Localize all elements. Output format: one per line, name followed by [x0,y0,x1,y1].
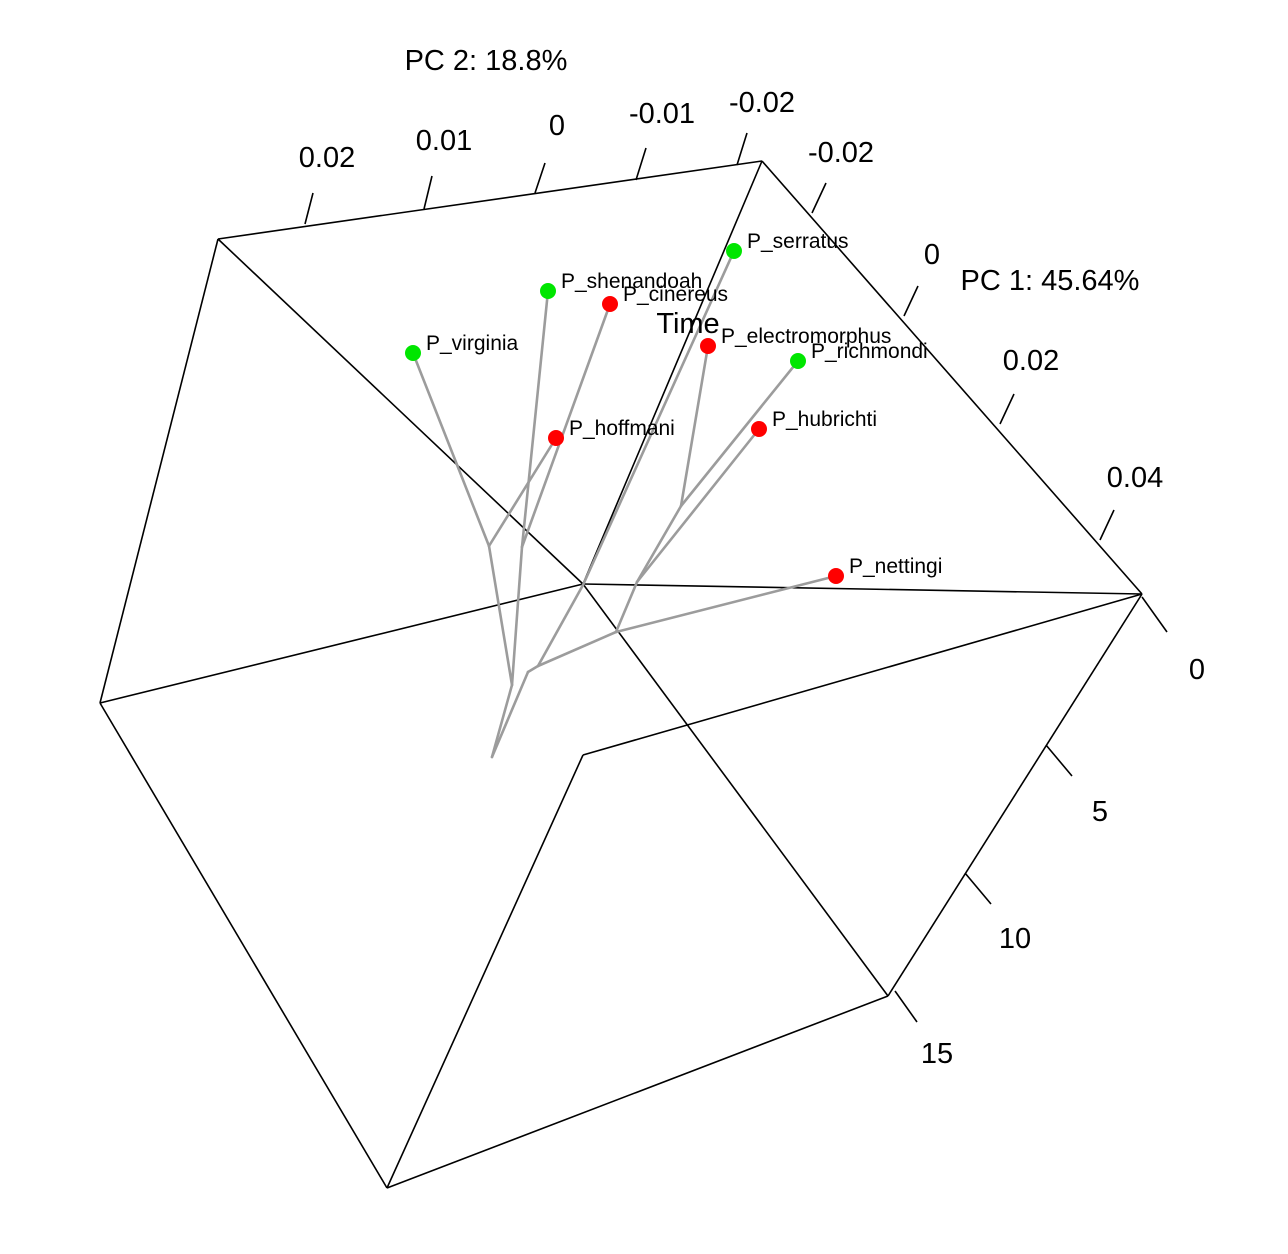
tip-label: P_electromorphus [721,325,891,348]
box-edge-BD [582,160,763,585]
pc2-tick-label: 0.01 [416,125,472,157]
branch-segment [614,580,639,634]
pc2-tick-label: -0.02 [729,87,795,119]
text-labels: 0.02 0.01 0 -0.01 -0.02 -0.02 0 0.02 0.04 0 5 10 15 P… [299,45,1205,1070]
branch-segment [536,583,585,668]
box-edge-BC [761,160,1143,595]
tip-label: P_shenandoah [561,270,702,293]
tip-point [405,345,421,361]
tip-point [540,283,556,299]
axis-ticks [304,132,1168,1023]
branch-segment [520,289,550,549]
tip-point [790,353,806,369]
tip-label: P_hubrichti [772,408,877,431]
tip-point [548,430,564,446]
pc1-tick-label: 0.04 [1107,462,1163,494]
pc2-tick [534,162,546,194]
pc2-tick [635,147,647,181]
branch-segment [614,574,838,634]
box-edge-FH [386,754,584,1189]
pc1-axis-label: PC 1: 45.64% [961,265,1140,297]
box-edge-ED [99,583,584,704]
pc2-tick-label: 0 [549,110,565,142]
plot-box [99,160,1143,1189]
box-edge-DG [582,583,889,997]
pc1-tick [811,182,827,214]
branch-segment [526,664,540,674]
tip-point [828,568,844,584]
pc2-tick [736,132,748,166]
tip-label: P_hoffmani [569,417,675,440]
branch-segment [679,344,710,508]
tree-branches [411,249,838,759]
pc2-axis-label: PC 2: 18.8% [405,45,568,77]
branch-segment [510,545,524,687]
tip-label: P_nettingi [849,555,942,578]
box-edge-DA [217,238,584,585]
pc1-tick-label: 0 [924,239,940,271]
pc1-tick-label: -0.02 [808,137,874,169]
time-tick [1045,744,1073,777]
tip-label: P_virginia [426,332,519,355]
time-tick-label: 0 [1189,654,1205,686]
box-edge-AB [217,160,763,240]
time-tick-label: 5 [1092,796,1108,828]
box-edge-CD [582,583,1143,595]
pc1-tick [903,285,919,317]
branch-segment [487,436,558,548]
branch-segment [520,302,612,549]
branch-segment [635,427,761,584]
time-tick [894,990,918,1023]
tip-label: P_richmondi [811,340,928,363]
time-tick [964,872,992,905]
tip-point [726,243,742,259]
tip-label: P_serratus [747,230,849,253]
box-edge-CG [887,593,1143,997]
branch-segment [487,544,514,687]
pc2-tick [423,175,433,210]
branch-segment [490,683,514,759]
branch-segment [536,630,618,668]
branch-segment [490,670,530,759]
time-axis-label: Time [656,308,719,340]
time-tick-label: 15 [921,1038,953,1070]
pc1-tick [1099,509,1115,541]
branch-segment [411,351,491,548]
branch-segment [635,504,683,584]
branch-segment [679,359,800,508]
tip-point [751,421,767,437]
tip-point [700,338,716,354]
time-tick-label: 10 [999,923,1031,955]
box-edge-EH [99,702,388,1189]
pc2-tick [304,192,314,225]
box-edge-HG [386,995,889,1189]
tip-point [602,296,618,312]
branch-segment [581,249,736,587]
pc2-tick-label: 0.02 [299,142,355,174]
box-edge-AE [99,238,219,704]
tip-points [405,243,844,584]
pc1-tick [999,393,1015,425]
pc1-tick-label: 0.02 [1003,345,1059,377]
tip-label: P_cinereus [623,283,728,306]
pc2-tick-label: -0.01 [629,98,695,130]
box-edge-FC [582,593,1143,756]
time-tick [1141,596,1168,633]
